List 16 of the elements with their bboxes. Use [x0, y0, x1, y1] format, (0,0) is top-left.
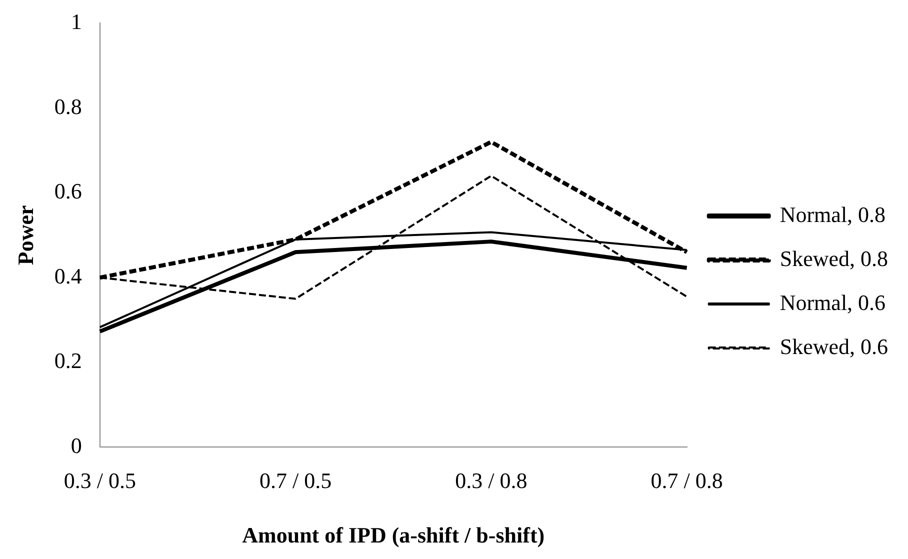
- legend-label: Skewed, 0.6: [780, 334, 888, 359]
- y-tick-label: 0.4: [54, 263, 82, 288]
- y-tick-label: 0.2: [54, 348, 82, 374]
- y-tick-label: 0: [70, 432, 82, 458]
- legend-label: Skewed, 0.8: [780, 246, 888, 271]
- x-tick-label: 0.3 / 0.8: [455, 468, 528, 494]
- y-tick-label: 0.8: [54, 94, 82, 119]
- x-tick-label: 0.7 / 0.5: [259, 468, 332, 494]
- y-tick-label: 1: [70, 8, 82, 34]
- y-tick-label: 0.6: [54, 178, 82, 204]
- x-axis-title: Amount of IPD (a-shift / b-shift): [242, 522, 545, 548]
- x-tick-label: 0.7 / 0.8: [650, 468, 723, 494]
- legend-label: Normal, 0.6: [780, 290, 886, 315]
- legend-label: Normal, 0.8: [780, 202, 886, 227]
- x-tick-label: 0.3 / 0.5: [64, 468, 136, 494]
- y-axis-title: Power: [12, 205, 38, 266]
